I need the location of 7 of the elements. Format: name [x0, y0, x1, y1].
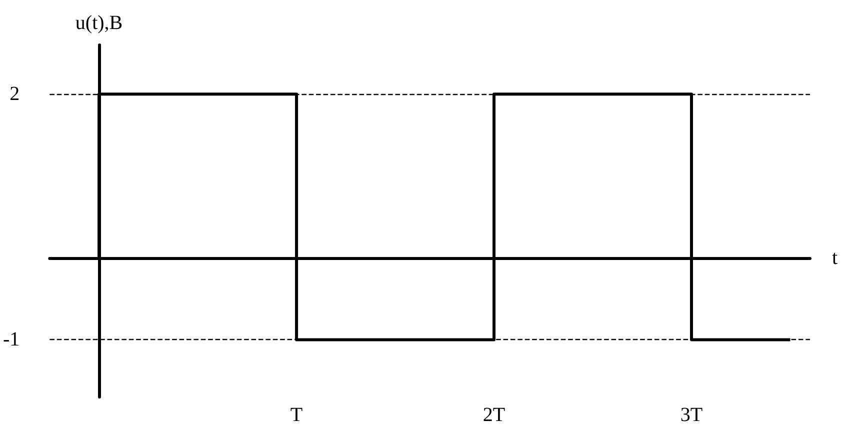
y-axis-title: u(t),B — [75, 12, 123, 34]
x-tick-label: 3T — [680, 404, 703, 425]
x-tick-label: 2T — [482, 404, 506, 425]
x-tick-label: T — [290, 404, 303, 425]
y-tick-label: 2 — [10, 83, 20, 106]
y-tick-label: -1 — [2, 328, 20, 351]
x-axis-title: t — [832, 246, 838, 269]
